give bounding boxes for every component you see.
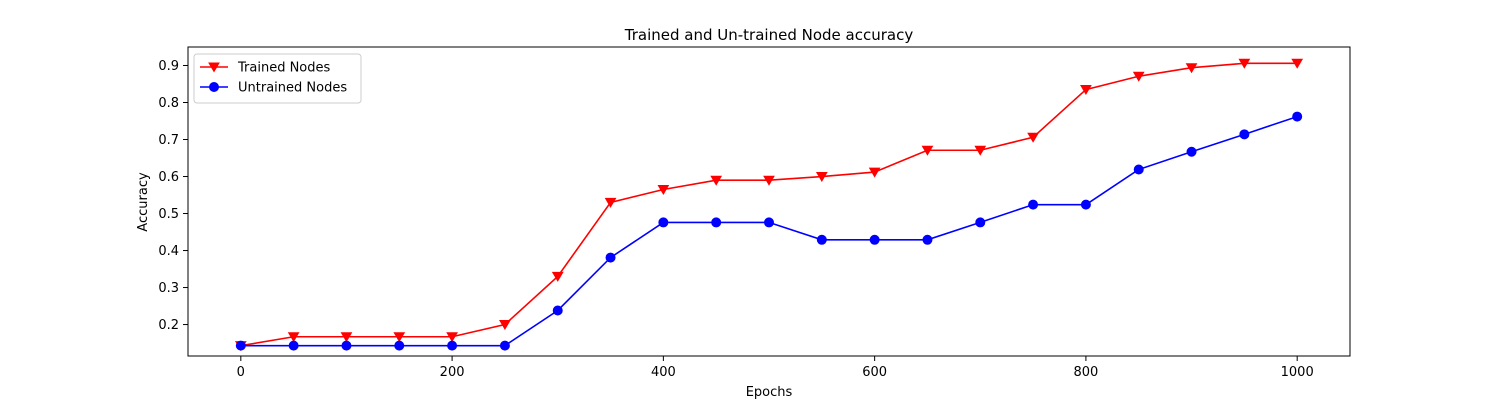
- data-point: [340, 332, 353, 343]
- data-point: [1238, 58, 1251, 69]
- data-point: [1291, 58, 1304, 69]
- data-point: [551, 271, 564, 282]
- y-tick-label: 0.3: [158, 281, 179, 296]
- data-point: [447, 340, 458, 351]
- series-trained-nodes: [234, 58, 1304, 352]
- y-tick-label: 0.5: [158, 207, 179, 222]
- data-point: [604, 197, 617, 208]
- data-point: [288, 340, 299, 351]
- data-point: [658, 217, 669, 228]
- y-tick-label: 0.2: [158, 318, 179, 333]
- legend-box: [193, 53, 362, 104]
- data-point: [1239, 129, 1250, 140]
- data-point: [868, 167, 881, 178]
- data-point: [1080, 85, 1092, 96]
- legend-marker: [209, 82, 219, 92]
- data-point: [922, 234, 933, 245]
- data-point: [1132, 71, 1145, 82]
- data-point: [1185, 63, 1198, 74]
- data-point: [711, 217, 722, 228]
- data-point: [552, 305, 563, 316]
- data-point: [1133, 164, 1144, 175]
- y-tick-label: 0.4: [158, 244, 179, 259]
- data-point: [1292, 111, 1303, 122]
- y-tick-label: 0.9: [158, 59, 179, 74]
- plot-frame: [187, 46, 1351, 357]
- data-point: [235, 340, 246, 351]
- x-tick-label: 0: [237, 365, 245, 380]
- data-point: [1186, 146, 1197, 157]
- x-tick-label: 800: [1073, 365, 1098, 380]
- x-axis-label: Epochs: [746, 385, 793, 400]
- x-tick-label: 600: [862, 365, 887, 380]
- x-axis: 0 200 400 600 800 1000: [237, 356, 1314, 380]
- data-point: [764, 217, 774, 228]
- data-point: [287, 332, 300, 343]
- data-point: [921, 145, 934, 156]
- data-point: [341, 340, 352, 351]
- series-line: [240, 115, 1298, 347]
- legend-marker: [208, 62, 220, 73]
- x-tick-label: 400: [651, 365, 676, 380]
- data-point: [446, 332, 458, 343]
- plot-area: [234, 58, 1304, 352]
- data-point: [499, 320, 511, 331]
- data-point: [394, 340, 405, 351]
- y-axis-label: Accuracy: [136, 172, 151, 232]
- y-tick-label: 0.7: [158, 133, 179, 148]
- data-point: [657, 184, 670, 195]
- data-point: [869, 234, 880, 245]
- data-point: [499, 340, 510, 351]
- data-point: [1028, 199, 1039, 210]
- x-tick-label: 1000: [1281, 365, 1314, 380]
- series-untrained-nodes: [235, 111, 1303, 351]
- legend-label: Trained Nodes: [237, 61, 331, 76]
- y-axis: 0.2 0.3 0.4 0.5 0.6 0.7 0.8 0.9: [158, 59, 188, 333]
- data-point: [975, 217, 986, 228]
- data-point: [710, 175, 723, 186]
- data-point: [1080, 199, 1091, 210]
- chart-title: Trained and Un-trained Node accuracy: [624, 26, 914, 44]
- y-tick-label: 0.8: [158, 96, 179, 111]
- x-tick-label: 200: [440, 365, 465, 380]
- series-line: [240, 62, 1298, 347]
- data-point: [815, 172, 828, 183]
- y-tick-label: 0.6: [158, 170, 179, 185]
- legend: Trained Nodes Untrained Nodes: [193, 53, 362, 104]
- data-point: [1027, 132, 1039, 143]
- data-point: [605, 252, 616, 263]
- data-point: [763, 175, 775, 186]
- legend-label: Untrained Nodes: [238, 81, 347, 96]
- data-point: [393, 332, 406, 343]
- data-point: [816, 234, 827, 245]
- data-point: [974, 145, 987, 156]
